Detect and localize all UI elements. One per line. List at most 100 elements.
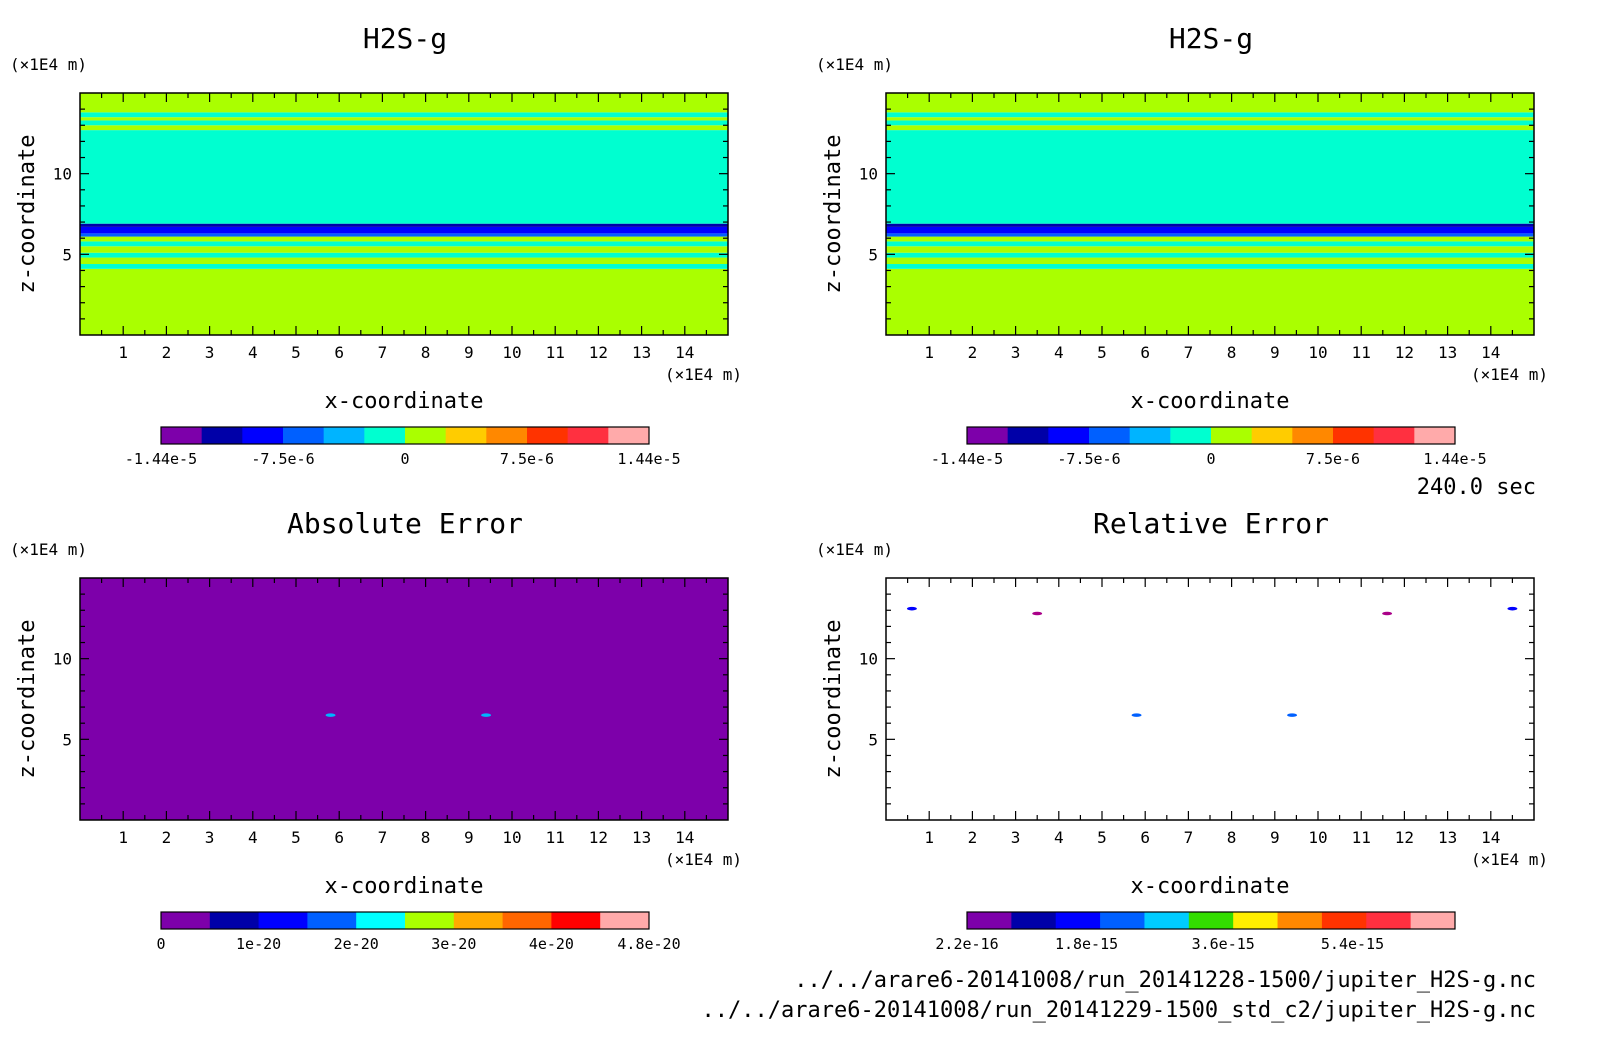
colorbar-swatch [161, 912, 211, 929]
colorbar-swatch [1410, 912, 1456, 929]
x-unit-label: (×1E4 m) [1471, 365, 1548, 384]
z-unit-label: (×1E4 m) [816, 540, 893, 559]
x-unit-label: (×1E4 m) [665, 365, 742, 384]
colorbar-swatch [1321, 912, 1367, 929]
x-tick-label: 12 [589, 343, 608, 362]
x-tick-label: 6 [1140, 828, 1150, 847]
x-tick-label: 10 [502, 343, 521, 362]
contour-spot [1382, 611, 1393, 616]
x-tick-label: 11 [546, 828, 565, 847]
colorbar-swatch [323, 427, 365, 444]
x-tick-label: 9 [464, 343, 474, 362]
x-tick-label: 11 [1352, 828, 1371, 847]
contour-band [80, 117, 728, 121]
x-tick-label: 4 [1054, 828, 1064, 847]
plot-background [80, 578, 728, 820]
x-tick-label: 5 [291, 828, 301, 847]
colorbar-tick-label: 3.6e-15 [1192, 935, 1255, 953]
contour-band [80, 223, 728, 227]
contour-band [886, 223, 1534, 227]
colorbar-swatch [1011, 912, 1057, 929]
x-tick-label: 1 [924, 343, 934, 362]
colorbar-tick-label: 1.44e-5 [617, 450, 680, 468]
contour-band [80, 112, 728, 118]
colorbar-tick-label: 1.44e-5 [1423, 450, 1486, 468]
x-tick-label: 14 [1481, 828, 1500, 847]
contour-band [886, 246, 1534, 253]
contour-band [80, 236, 728, 242]
x-tick-label: 5 [1097, 343, 1107, 362]
contour-band [886, 241, 1534, 247]
colorbar-swatch [209, 912, 260, 929]
file-path-2: ../../arare6-20141008/run_20141229-1500_… [702, 998, 1536, 1023]
y-axis-label: z-coordinate [15, 620, 40, 779]
colorbar-swatch [1055, 912, 1101, 929]
contour-band [886, 112, 1534, 118]
colorbar-swatch [364, 427, 406, 444]
x-tick-label: 1 [118, 343, 128, 362]
colorbar-tick-label: 0 [156, 935, 165, 953]
contour-spot [906, 606, 917, 611]
colorbar-tick-label: 1e-20 [236, 935, 281, 953]
colorbar-tick-label: -1.44e-5 [125, 450, 197, 468]
x-tick-label: 7 [1184, 343, 1194, 362]
colorbar-tick-label: 0 [1206, 450, 1215, 468]
x-tick-label: 10 [502, 828, 521, 847]
colorbar-swatch [453, 912, 504, 929]
x-tick-label: 13 [1438, 828, 1457, 847]
colorbar-swatch [283, 427, 325, 444]
y-tick-label: 10 [53, 650, 72, 669]
x-tick-label: 7 [1184, 828, 1194, 847]
panel-2: H2S-g(×1E4 m)1 2 3 4 5 6 7 8 9 10 11 12 13 14510(×1E4… [816, 22, 1548, 468]
colorbar-tick-label: 4e-20 [529, 935, 574, 953]
x-unit-label: (×1E4 m) [665, 850, 742, 869]
contour-band [886, 130, 1534, 224]
y-axis-label: z-coordinate [15, 135, 40, 294]
z-unit-label: (×1E4 m) [10, 540, 87, 559]
y-tick-label: 5 [868, 730, 878, 749]
colorbar-swatch [1233, 912, 1279, 929]
contour-band [80, 268, 728, 335]
x-tick-label: 13 [632, 828, 651, 847]
x-tick-label: 3 [1011, 343, 1021, 362]
x-tick-label: 4 [1054, 343, 1064, 362]
colorbar-tick-label: 3e-20 [431, 935, 476, 953]
x-tick-label: 5 [1097, 828, 1107, 847]
colorbar-swatch [1100, 912, 1145, 929]
x-tick-label: 7 [378, 343, 388, 362]
colorbar-swatch [1048, 427, 1090, 444]
x-tick-label: 14 [675, 828, 694, 847]
x-tick-label: 8 [421, 343, 431, 362]
x-tick-label: 13 [632, 343, 651, 362]
panel-4: Relative Error(×1E4 m)1 2 3 4 5 6 7 8 9 10 11 12 13 1… [816, 507, 1548, 953]
y-tick-label: 5 [62, 730, 72, 749]
x-axis-label: x-coordinate [1131, 874, 1290, 899]
colorbar-swatch [1007, 427, 1049, 444]
x-tick-label: 14 [675, 343, 694, 362]
colorbar-swatch [608, 427, 650, 444]
x-axis-label: x-coordinate [325, 389, 484, 414]
colorbar-tick-label: 4.8e-20 [617, 935, 680, 953]
x-tick-label: 7 [378, 828, 388, 847]
x-tick-label: 5 [291, 343, 301, 362]
colorbar-swatch [551, 912, 601, 929]
x-tick-label: 9 [464, 828, 474, 847]
contour-spot [481, 713, 492, 717]
colorbar-swatch [600, 912, 650, 929]
contour-band [80, 93, 728, 113]
contour-band [886, 117, 1534, 121]
colorbar-tick-label: 2.2e-16 [935, 935, 998, 953]
x-tick-label: 3 [1011, 828, 1021, 847]
x-tick-label: 8 [421, 828, 431, 847]
colorbar-swatch [1170, 427, 1212, 444]
x-axis-label: x-coordinate [1131, 389, 1290, 414]
x-tick-label: 1 [118, 828, 128, 847]
contour-band [80, 130, 728, 224]
x-axis-label: x-coordinate [325, 874, 484, 899]
x-tick-label: 13 [1438, 343, 1457, 362]
contour-band [80, 252, 728, 258]
colorbar-frame [966, 426, 1456, 445]
contour-band [886, 268, 1534, 335]
colorbar-tick-label: 2e-20 [334, 935, 379, 953]
colorbar-frame [160, 911, 650, 930]
